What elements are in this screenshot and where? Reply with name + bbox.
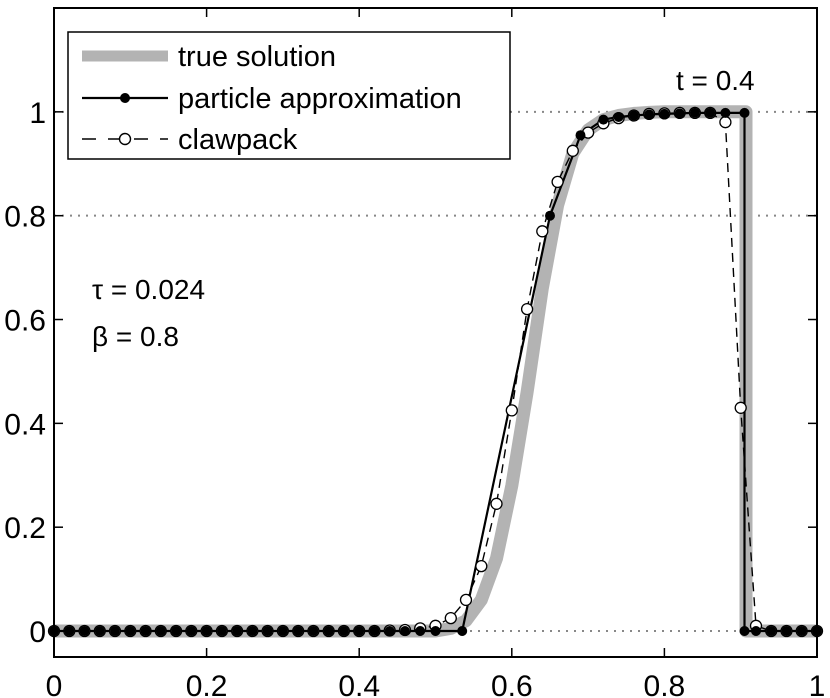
x-tick-label: 0 [46,670,63,698]
particle-point [674,108,685,119]
particle-point [545,210,555,221]
particle-point [457,626,468,636]
particle-point [94,626,105,636]
x-tick-label: 0.4 [338,670,380,698]
particle-point [308,626,319,636]
clawpack-point [536,225,549,238]
particle-point [354,626,365,636]
clawpack-point [719,116,732,129]
particle-point [659,108,670,119]
series-line-particle [54,111,817,633]
particle-point [415,626,426,636]
particle-point [247,626,258,636]
tau-annotation: τ = 0.024 [92,274,205,305]
legend: true solution particle approximation cla… [67,31,511,160]
particle-point [277,626,288,636]
particle-point [64,626,75,636]
particle-point [796,626,807,636]
clawpack-point [475,559,488,573]
legend-label-true-solution: true solution [178,41,336,73]
particle-point [369,626,380,636]
particle-point [232,626,243,636]
particle-point [739,107,750,118]
legend-label-particle: particle approximation [178,83,462,115]
clawpack-point [459,593,473,607]
axes-box [53,7,818,658]
series-layer [47,105,824,638]
particle-point [751,626,761,636]
particle-point [293,626,304,636]
x-tick-label: 0.6 [491,670,533,698]
particle-point [400,626,410,636]
clawpack-point [444,611,457,625]
particle-point [430,626,441,636]
particle-point [575,130,586,141]
y-tick-label: 0.6 [4,305,46,338]
particle-point [110,626,120,636]
particle-point [384,626,395,636]
y-tick-label: 0.2 [4,512,46,545]
time-annotation: t = 0.4 [676,65,755,96]
clawpack-point [566,144,579,157]
ticks-layer: 0 0.2 0.4 0.6 0.8 1 0 0.2 0.4 0.6 0.8 1 [4,8,825,698]
particle-point [628,110,639,121]
particle-point [186,626,197,636]
series-line-true-solution [54,105,817,638]
y-tick-label: 0 [29,616,46,649]
particle-point [720,107,731,118]
reference-lines [54,110,817,633]
particle-point [781,626,792,636]
particle-point [705,107,716,118]
particle-point [171,626,182,636]
particle-point [689,107,700,118]
y-tick-label: 0.8 [4,201,46,234]
particle-point [155,626,166,636]
particle-point [613,112,624,122]
legend-label-clawpack: clawpack [178,124,298,156]
particle-point [598,114,609,125]
x-tick-label: 0.8 [644,670,686,698]
particle-point [216,626,227,636]
clawpack-point [490,497,503,510]
particle-point [323,626,334,636]
particle-point [140,626,151,636]
particle-point [201,626,212,636]
particle-point [262,626,273,636]
beta-annotation: β = 0.8 [92,321,179,352]
clawpack-point [734,401,747,414]
y-tick-label: 1 [29,97,46,130]
particle-point [338,626,349,636]
y-tick-label: 0.4 [4,408,46,441]
legend-marker-clawpack [118,132,132,146]
particle-point [125,626,136,636]
legend-marker-particle [120,93,130,103]
x-tick-label: 0.2 [186,670,228,698]
x-tick-label: 1 [809,670,826,698]
particle-point [739,626,750,636]
clawpack-point [551,175,564,189]
clawpack-point [520,302,534,316]
clawpack-point [505,404,518,417]
particle-point [644,109,655,120]
particle-point [766,626,777,636]
series-line-clawpack [54,112,817,632]
particle-point [79,626,90,636]
